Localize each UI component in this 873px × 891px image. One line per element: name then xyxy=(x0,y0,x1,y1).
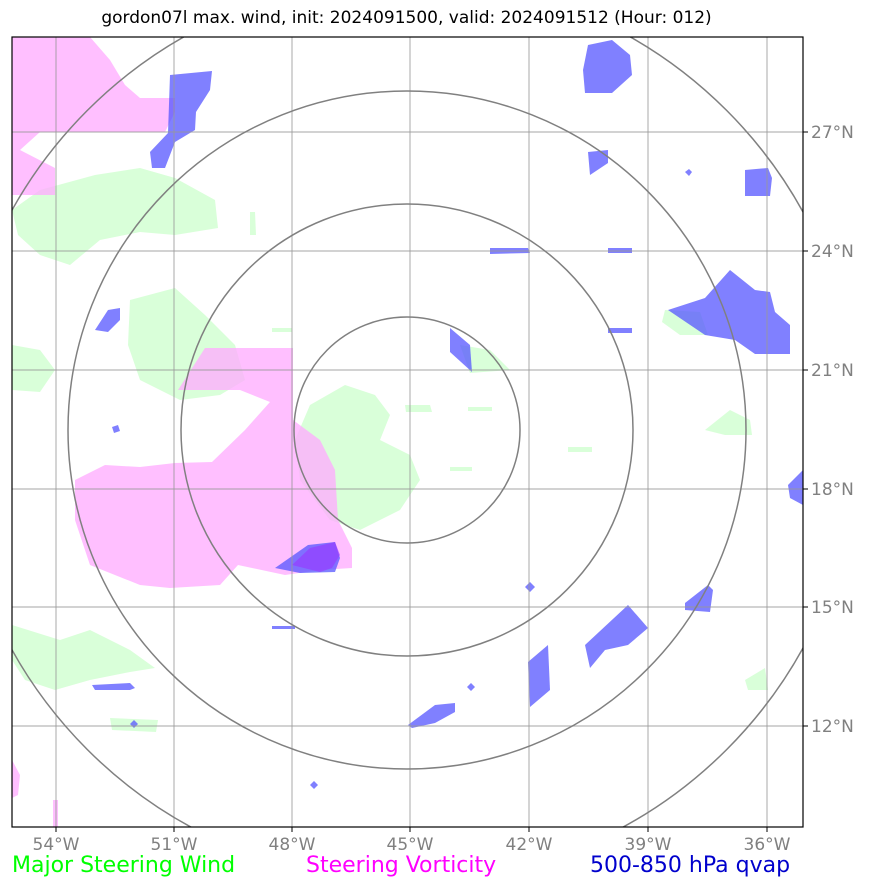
wind-area xyxy=(272,328,292,332)
qvap-area xyxy=(745,168,772,196)
wind-area xyxy=(12,345,55,392)
vorticity-area xyxy=(12,37,175,195)
qvap-area xyxy=(408,703,455,728)
lat-label: 24°N xyxy=(811,242,854,262)
lat-label: 27°N xyxy=(811,123,854,143)
lon-label: 45°W xyxy=(387,835,434,855)
wind-area xyxy=(705,410,752,435)
qvap-area xyxy=(272,626,295,629)
wind-area xyxy=(450,467,472,471)
lon-label: 48°W xyxy=(269,835,316,855)
lon-label: 42°W xyxy=(506,835,553,855)
range-ring xyxy=(180,203,634,657)
map-title: gordon07l max. wind, init: 2024091500, v… xyxy=(101,8,712,28)
qvap-area xyxy=(92,683,135,690)
legend-steering-vorticity: Steering Vorticity xyxy=(306,853,497,878)
qvap-area xyxy=(608,328,632,333)
qvap-area xyxy=(525,582,535,592)
range-ring xyxy=(67,90,747,770)
lat-label: 21°N xyxy=(811,361,854,381)
tick-marks xyxy=(55,131,808,832)
wind-area xyxy=(745,668,768,690)
lon-label: 51°W xyxy=(151,835,198,855)
wind-area xyxy=(12,625,155,690)
range-ring xyxy=(293,316,521,544)
qvap-area xyxy=(95,308,120,332)
qvap-area xyxy=(467,683,475,691)
qvap-area xyxy=(585,605,648,668)
wind-area xyxy=(460,345,510,373)
wind-area xyxy=(12,168,218,265)
qvap-layer xyxy=(92,40,803,789)
lon-label: 54°W xyxy=(33,835,80,855)
qvap-area xyxy=(788,470,803,505)
wind-area xyxy=(568,447,592,452)
qvap-area xyxy=(310,781,318,789)
qvap-area xyxy=(668,270,790,354)
longitude-labels: 54°W 51°W 48°W 45°W 42°W 39°W 36°W xyxy=(33,835,791,855)
vorticity-area xyxy=(75,348,352,588)
latitude-labels: 27°N 24°N 21°N 18°N 15°N 12°N xyxy=(811,123,854,737)
plot-frame xyxy=(11,36,804,828)
lon-label: 36°W xyxy=(744,835,791,855)
vorticity-area xyxy=(12,760,20,798)
steering-vorticity-layer xyxy=(12,37,352,827)
qvap-area xyxy=(150,71,212,168)
wind-area xyxy=(250,212,256,235)
range-rings xyxy=(12,37,803,827)
qvap-area xyxy=(528,645,550,707)
wind-area xyxy=(468,407,492,411)
qvap-area xyxy=(583,40,632,93)
vorticity-qvap-overlap xyxy=(292,542,340,572)
qvap-area xyxy=(685,169,692,176)
qvap-area xyxy=(450,328,472,372)
lat-label: 15°N xyxy=(811,598,854,618)
lat-label: 18°N xyxy=(811,480,854,500)
legend-steering-wind: Major Steering Wind xyxy=(12,853,236,878)
lon-label: 39°W xyxy=(625,835,672,855)
legend-qvap: 500-850 hPa qvap xyxy=(590,853,791,878)
qvap-area xyxy=(112,425,120,433)
qvap-area xyxy=(685,585,713,612)
graticule xyxy=(12,37,803,827)
qvap-area xyxy=(588,150,608,175)
wind-area xyxy=(405,405,432,412)
steering-wind-layer xyxy=(12,168,768,732)
lat-label: 12°N xyxy=(811,717,854,737)
